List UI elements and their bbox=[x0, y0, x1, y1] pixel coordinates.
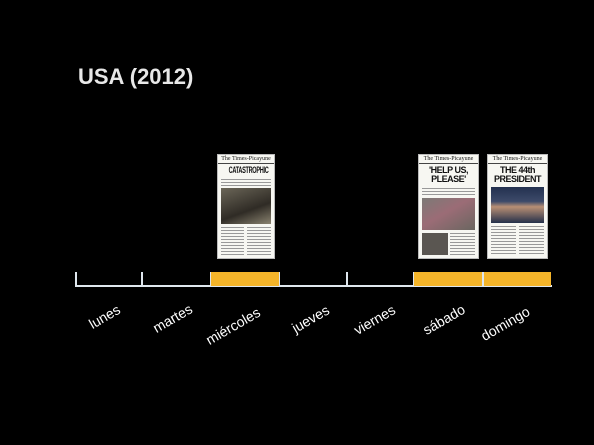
newspaper-headline: 'HELP US, PLEASE' bbox=[429, 165, 468, 184]
newspaper-photo bbox=[491, 187, 544, 223]
newspaper-photo bbox=[422, 233, 448, 255]
newspaper-photo bbox=[422, 198, 475, 230]
newspaper-text-block bbox=[422, 188, 475, 196]
timeline-axis bbox=[75, 285, 552, 287]
timeline-tick bbox=[141, 272, 143, 286]
newspaper-text-block bbox=[221, 179, 271, 187]
timeline-highlight-saturday bbox=[414, 272, 482, 286]
timeline-tick bbox=[278, 272, 280, 286]
day-label-monday: lunes bbox=[86, 301, 123, 332]
day-label-thursday: jueves bbox=[289, 301, 333, 336]
newspaper-photo bbox=[221, 188, 271, 224]
day-label-friday: viernes bbox=[351, 301, 399, 338]
slide-title: USA (2012) bbox=[78, 64, 194, 89]
timeline-tick bbox=[482, 272, 484, 286]
newspaper-text-block bbox=[450, 233, 475, 255]
newspaper-front-page-wednesday: The Times-Picayune CATASTROPHIC bbox=[217, 154, 275, 259]
timeline-highlight-wednesday bbox=[211, 272, 279, 286]
day-label-sunday: domingo bbox=[478, 303, 533, 344]
newspaper-front-page-saturday: The Times-Picayune 'HELP US, PLEASE' bbox=[418, 154, 479, 259]
day-label-wednesday: miércoles bbox=[203, 304, 263, 348]
newspaper-masthead: The Times-Picayune bbox=[419, 155, 478, 164]
newspaper-masthead: The Times-Picayune bbox=[488, 155, 547, 164]
newspaper-front-page-sunday: The Times-Picayune THE 44th PRESIDENT bbox=[487, 154, 548, 259]
newspaper-text-block bbox=[491, 226, 516, 255]
newspaper-headline: THE 44th PRESIDENT bbox=[493, 165, 542, 184]
timeline-highlight-sunday bbox=[484, 272, 551, 286]
day-label-saturday: sábado bbox=[420, 301, 468, 338]
newspaper-text-block bbox=[221, 227, 244, 255]
newspaper-masthead: The Times-Picayune bbox=[218, 155, 274, 164]
newspaper-headline: CATASTROPHIC bbox=[228, 165, 269, 175]
newspaper-text-block bbox=[247, 227, 271, 255]
day-label-tuesday: martes bbox=[150, 300, 196, 336]
timeline-tick bbox=[346, 272, 348, 286]
newspaper-text-block bbox=[519, 226, 544, 255]
timeline-tick bbox=[75, 272, 77, 286]
